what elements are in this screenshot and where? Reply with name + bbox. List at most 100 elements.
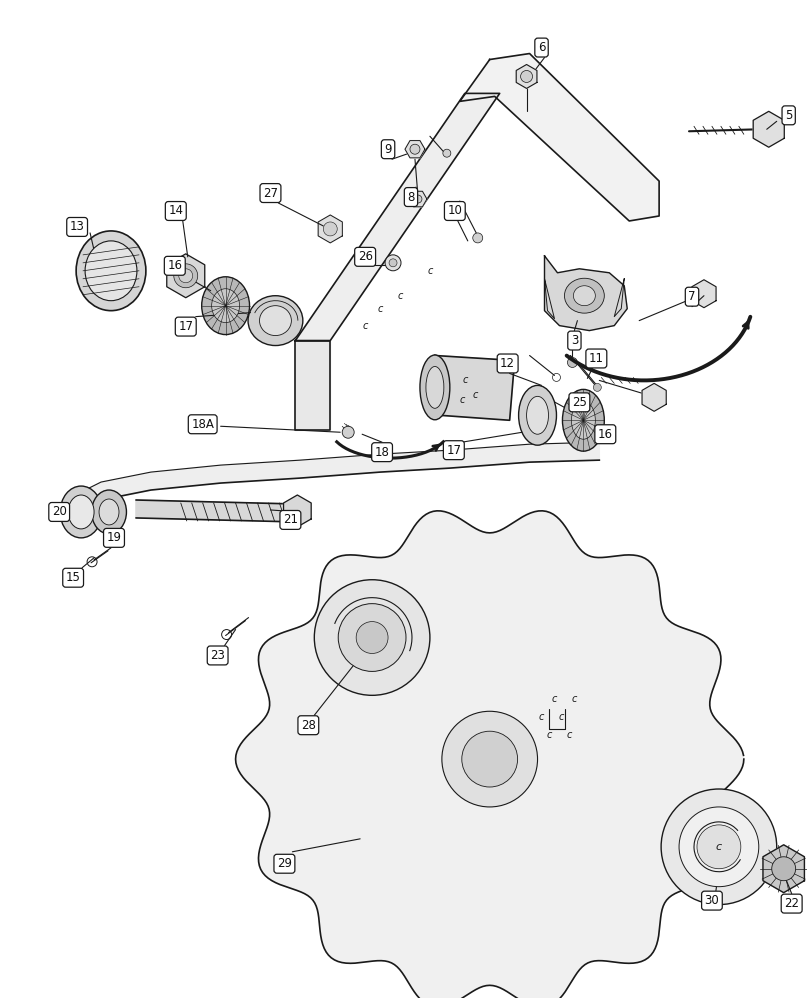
- Polygon shape: [692, 280, 716, 308]
- Text: 20: 20: [52, 505, 66, 518]
- Polygon shape: [642, 383, 667, 411]
- Text: 23: 23: [210, 649, 225, 662]
- Text: 17: 17: [179, 320, 193, 333]
- Text: c: c: [363, 321, 368, 331]
- Text: c: c: [472, 390, 478, 400]
- Circle shape: [567, 357, 578, 367]
- Ellipse shape: [571, 401, 595, 439]
- Circle shape: [314, 580, 430, 695]
- Polygon shape: [405, 141, 425, 158]
- Polygon shape: [753, 111, 785, 147]
- Text: 1: 1: [0, 999, 1, 1000]
- Text: c: c: [566, 730, 572, 740]
- Circle shape: [462, 731, 518, 787]
- Text: c: c: [377, 304, 383, 314]
- Text: c: c: [716, 842, 722, 852]
- Polygon shape: [166, 254, 204, 298]
- Ellipse shape: [562, 389, 604, 451]
- Circle shape: [679, 807, 759, 887]
- Polygon shape: [516, 65, 537, 88]
- Ellipse shape: [527, 396, 549, 434]
- Circle shape: [772, 857, 796, 881]
- Text: 5: 5: [785, 109, 793, 122]
- Text: c: c: [539, 712, 545, 722]
- Text: 28: 28: [301, 719, 316, 732]
- Polygon shape: [81, 442, 600, 510]
- Text: c: c: [459, 395, 465, 405]
- Polygon shape: [296, 341, 330, 430]
- Circle shape: [593, 383, 601, 391]
- Circle shape: [661, 789, 776, 905]
- Text: 22: 22: [784, 897, 799, 910]
- Text: c: c: [398, 291, 402, 301]
- Text: 27: 27: [263, 187, 278, 200]
- Ellipse shape: [76, 231, 146, 311]
- Text: 26: 26: [358, 250, 372, 263]
- Text: 9: 9: [385, 143, 392, 156]
- Ellipse shape: [202, 277, 250, 335]
- Ellipse shape: [519, 385, 557, 445]
- Polygon shape: [460, 54, 659, 221]
- Text: 11: 11: [589, 352, 604, 365]
- Text: c: c: [572, 694, 577, 704]
- Circle shape: [323, 222, 337, 236]
- Text: 10: 10: [448, 204, 462, 217]
- Text: c: c: [559, 712, 564, 722]
- Text: 19: 19: [107, 531, 121, 544]
- Text: 16: 16: [167, 259, 183, 272]
- Circle shape: [520, 70, 532, 82]
- Circle shape: [339, 604, 406, 671]
- Text: 13: 13: [69, 220, 85, 233]
- Text: 30: 30: [705, 894, 719, 907]
- Ellipse shape: [212, 289, 239, 323]
- Polygon shape: [763, 845, 805, 893]
- Circle shape: [473, 233, 482, 243]
- Ellipse shape: [85, 241, 137, 301]
- Text: 21: 21: [283, 513, 298, 526]
- Circle shape: [389, 259, 397, 267]
- Text: 16: 16: [598, 428, 612, 441]
- Circle shape: [442, 711, 537, 807]
- Polygon shape: [296, 93, 499, 341]
- Text: 25: 25: [572, 396, 587, 409]
- Text: c: c: [552, 694, 558, 704]
- Circle shape: [697, 825, 741, 869]
- Polygon shape: [318, 215, 343, 243]
- Text: 12: 12: [500, 357, 516, 370]
- Text: 15: 15: [65, 571, 81, 584]
- Polygon shape: [236, 511, 744, 1000]
- Text: c: c: [547, 730, 552, 740]
- Polygon shape: [409, 191, 427, 207]
- Text: 8: 8: [407, 191, 415, 204]
- Text: 6: 6: [538, 41, 545, 54]
- Ellipse shape: [174, 264, 198, 288]
- Text: 17: 17: [446, 444, 461, 457]
- Polygon shape: [136, 500, 296, 522]
- Text: 18: 18: [375, 446, 389, 459]
- Polygon shape: [545, 256, 627, 331]
- Ellipse shape: [420, 355, 450, 420]
- Ellipse shape: [60, 486, 102, 538]
- Ellipse shape: [565, 278, 604, 313]
- Circle shape: [414, 195, 422, 203]
- Circle shape: [410, 144, 420, 154]
- Ellipse shape: [574, 286, 595, 306]
- Ellipse shape: [259, 306, 292, 336]
- Text: 18A: 18A: [191, 418, 214, 431]
- Circle shape: [385, 255, 401, 271]
- Circle shape: [443, 149, 451, 157]
- Polygon shape: [284, 495, 311, 527]
- Ellipse shape: [426, 366, 444, 408]
- Circle shape: [343, 426, 354, 438]
- Text: 2: 2: [0, 999, 1, 1000]
- Text: 3: 3: [570, 334, 578, 347]
- Text: c: c: [427, 266, 432, 276]
- Text: c: c: [462, 375, 468, 385]
- Polygon shape: [435, 355, 515, 420]
- Circle shape: [356, 622, 388, 653]
- Ellipse shape: [99, 499, 119, 525]
- Ellipse shape: [91, 490, 127, 534]
- Text: 14: 14: [168, 204, 183, 217]
- Text: 7: 7: [688, 290, 696, 303]
- Text: 29: 29: [277, 857, 292, 870]
